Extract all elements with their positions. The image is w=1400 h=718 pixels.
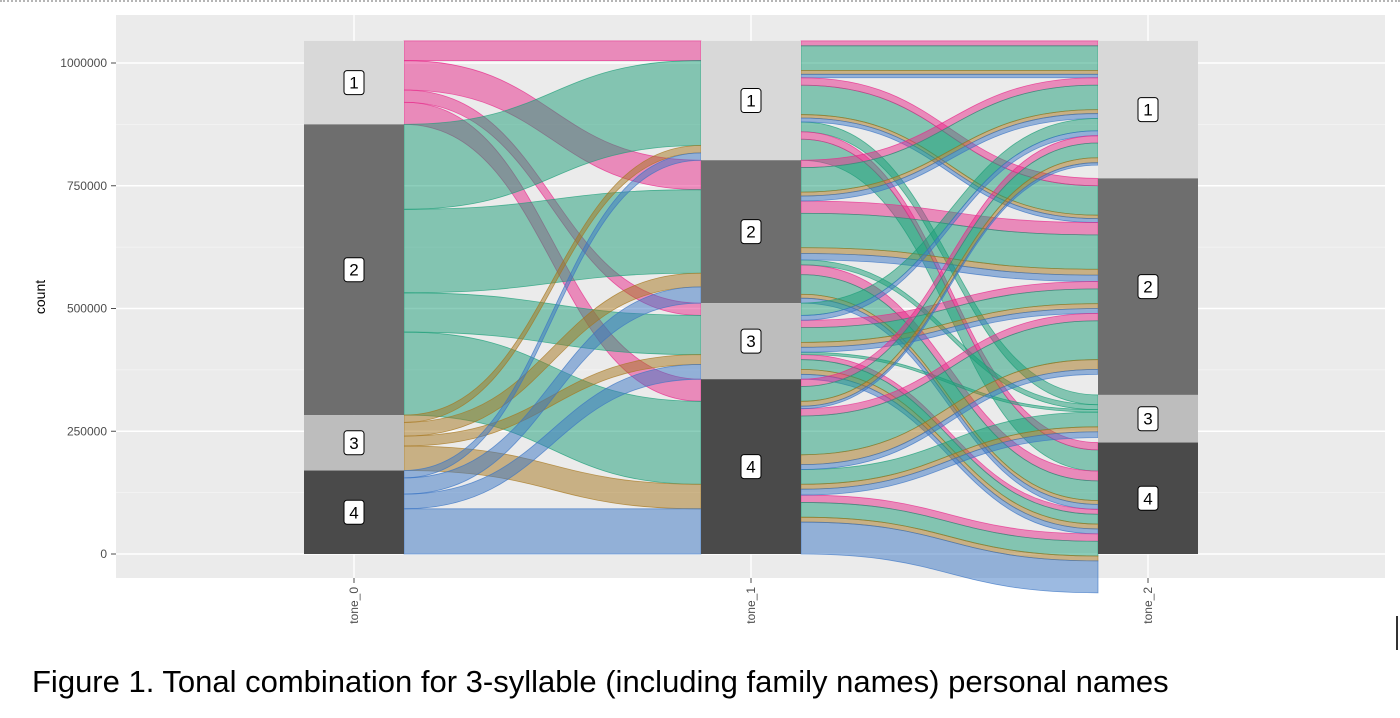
stratum-label-tone_0-1: 1 <box>349 74 358 93</box>
stratum-label-box-tone_1-1 <box>740 88 762 114</box>
stratum-label-tone_2-1: 1 <box>1143 101 1152 120</box>
x-tick-label-tone_2: tone_2 <box>1141 587 1155 624</box>
stratum-label-box-tone_2-4 <box>1137 485 1159 511</box>
flow-tone_1-1-to-tone_2-1 <box>800 40 1099 47</box>
stratum-label-tone_0-2: 2 <box>349 261 358 280</box>
stratum-label-box-tone_0-3 <box>343 430 365 456</box>
x-axis: tone_0 tone_1 tone_2 <box>347 578 1155 624</box>
edge-marker <box>1396 616 1398 650</box>
y-tick-label: 750000 <box>67 179 107 193</box>
stratum-label-box-tone_1-3 <box>740 328 762 354</box>
figure-caption: Figure 1. Tonal combination for 3-syllab… <box>32 664 1169 699</box>
stratum-label-box-tone_0-1 <box>343 70 365 96</box>
y-tick-label: 0 <box>100 547 107 561</box>
x-tick-label-tone_1: tone_1 <box>744 587 758 624</box>
top-dotted-border <box>0 0 1400 2</box>
stratum-label-tone_1-2: 2 <box>746 223 755 242</box>
stratum-label-box-tone_1-4 <box>740 454 762 480</box>
stratum-label-tone_1-4: 4 <box>746 458 755 477</box>
flow-tone_0-4-to-tone_1-4 <box>403 508 702 555</box>
stratum-label-box-tone_1-2 <box>740 219 762 245</box>
flow-tone_1-1-to-tone_2-1 <box>800 45 1099 71</box>
flow-tone_1-4-to-tone_2-4 <box>800 521 1099 594</box>
x-tick-label-tone_0: tone_0 <box>347 587 361 624</box>
stratum-label-tone_2-3: 3 <box>1143 410 1152 429</box>
y-axis-title: count <box>32 280 48 314</box>
stratum-label-box-tone_2-1 <box>1137 97 1159 123</box>
stratum-label-box-tone_2-3 <box>1137 406 1159 432</box>
stratum-label-tone_2-4: 4 <box>1143 489 1152 508</box>
y-tick-label: 500000 <box>67 302 107 316</box>
stratum-label-tone_0-4: 4 <box>349 503 358 522</box>
stratum-labels: 1 2 3 4 1 2 3 4 1 2 3 4 <box>343 70 1159 525</box>
stratum-label-tone_2-2: 2 <box>1143 278 1152 297</box>
stratum-label-box-tone_0-2 <box>343 257 365 283</box>
stratum-label-box-tone_2-2 <box>1137 274 1159 300</box>
flow-tone_1-1-to-tone_2-1 <box>800 69 1099 75</box>
flow-tone_1-1-to-tone_2-1 <box>800 73 1099 79</box>
stratum-label-tone_0-3: 3 <box>349 434 358 453</box>
stratum-label-box-tone_0-4 <box>343 499 365 525</box>
flows <box>403 40 1099 594</box>
y-tick-label: 250000 <box>67 424 107 438</box>
stratum-label-tone_1-1: 1 <box>746 92 755 111</box>
y-axis: 0 250000 500000 750000 1000000 <box>60 56 116 561</box>
stratum-label-tone_1-3: 3 <box>746 332 755 351</box>
y-tick-label: 1000000 <box>60 56 107 70</box>
flow-tone_0-1-to-tone_1-1 <box>403 40 702 61</box>
strata <box>304 40 1198 554</box>
